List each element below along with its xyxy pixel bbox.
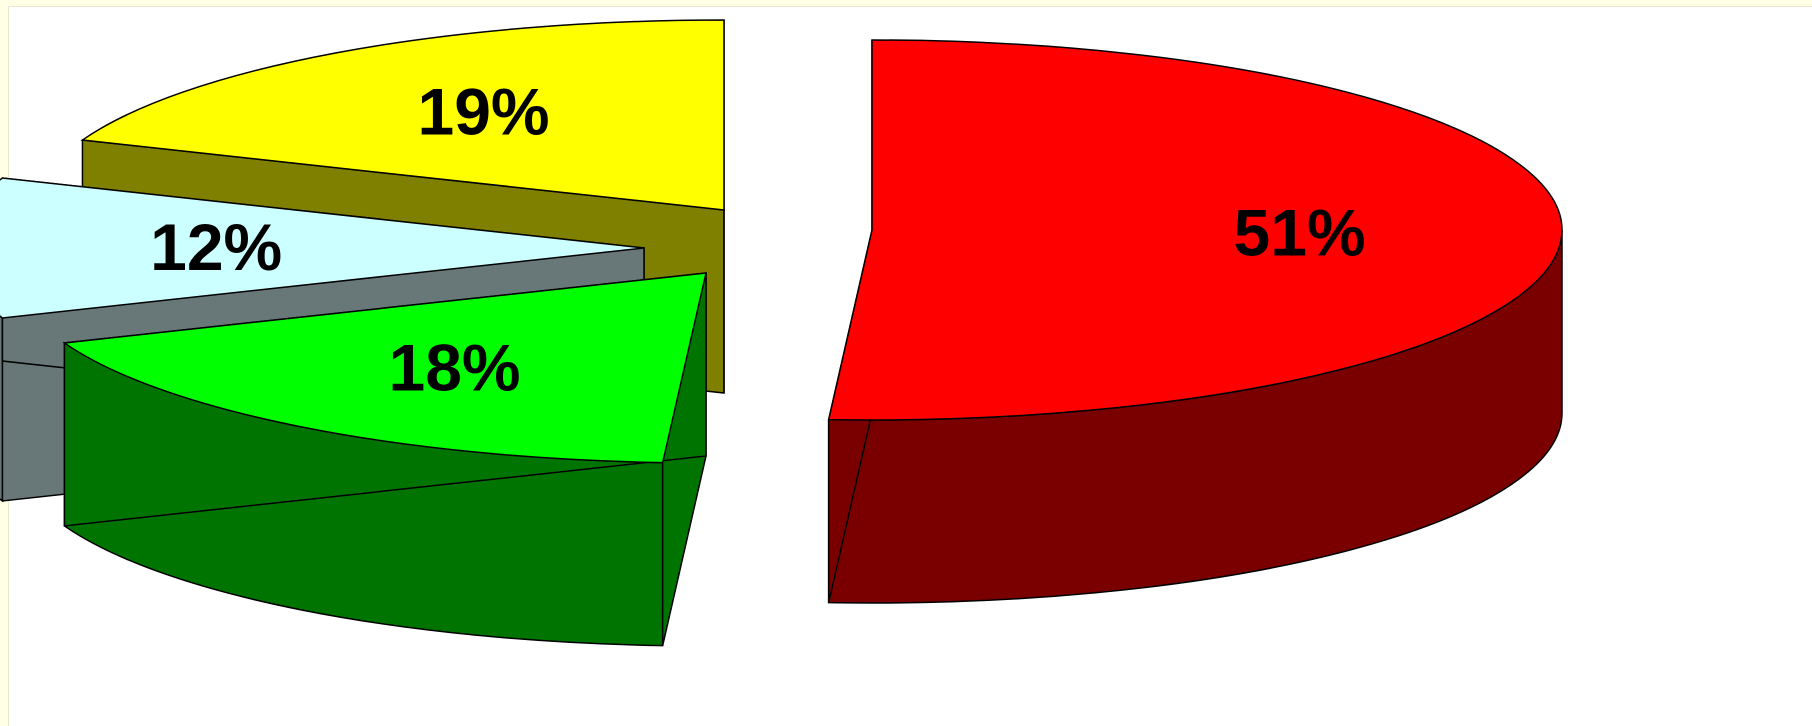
slice-18-label: 18% <box>388 330 520 404</box>
slices-top-faces <box>0 19 1563 464</box>
slice-labels: 19% 12% 18% 51% <box>150 75 1365 405</box>
slice-12-top <box>0 177 645 319</box>
slice-18-top <box>62 272 707 464</box>
slice-12-label: 12% <box>150 210 282 284</box>
slice-51-top <box>827 39 1563 421</box>
slice-19-label: 19% <box>417 75 549 149</box>
slice-19-top <box>80 19 725 211</box>
slice-51-label: 51% <box>1234 196 1366 270</box>
